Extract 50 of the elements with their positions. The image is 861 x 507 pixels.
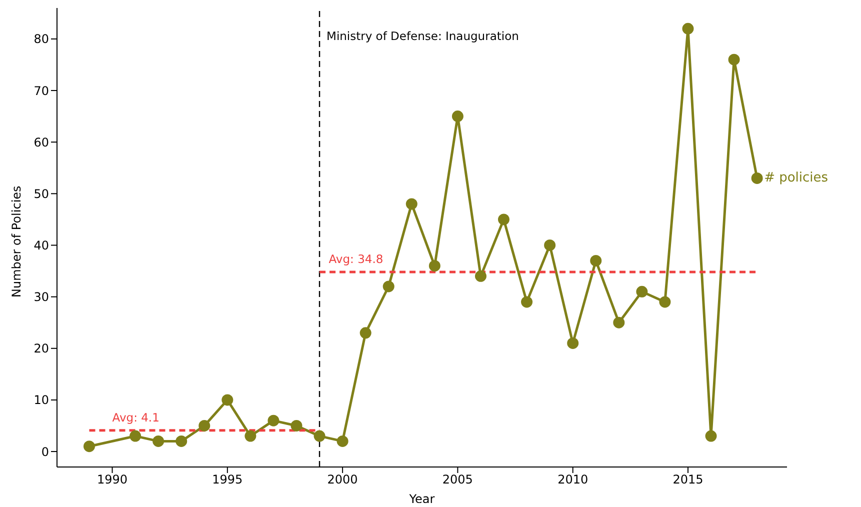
y-tick-label: 80 — [34, 32, 49, 46]
x-tick-label: 2015 — [672, 472, 704, 487]
point — [222, 394, 234, 406]
point — [83, 440, 95, 452]
point — [521, 296, 533, 308]
x-axis-title: Year — [408, 492, 435, 506]
y-tick-label: 50 — [34, 186, 49, 201]
y-axis-title: Number of Policies — [9, 186, 24, 298]
y-tick-label: 60 — [34, 135, 49, 150]
point — [244, 430, 256, 442]
x-tick-label: 1995 — [212, 472, 243, 487]
y-tick-label: 10 — [34, 393, 49, 408]
point — [659, 296, 671, 308]
point — [590, 254, 602, 266]
y-tick-label: 30 — [34, 290, 49, 304]
series-label: # policies — [764, 170, 828, 186]
point — [176, 435, 188, 447]
point — [406, 198, 418, 210]
point — [474, 270, 486, 282]
x-tick-label: 2000 — [327, 472, 358, 487]
point — [567, 337, 579, 349]
point — [130, 430, 142, 442]
point — [268, 414, 280, 426]
x-tick-label: 2010 — [558, 472, 588, 487]
point — [452, 110, 464, 122]
x-tick-label: 2005 — [442, 472, 473, 487]
y-tick-label: 70 — [34, 84, 49, 98]
point — [428, 260, 440, 272]
point — [682, 22, 694, 34]
x-tick-label: 1990 — [96, 472, 128, 487]
point — [152, 435, 164, 447]
point — [751, 172, 763, 184]
point — [290, 420, 302, 432]
point — [544, 239, 556, 251]
point — [613, 316, 625, 328]
point — [360, 327, 372, 339]
annotation: Avg: 4.1 — [112, 410, 160, 424]
point — [705, 430, 717, 442]
point — [636, 286, 648, 298]
y-tick-label: 0 — [41, 444, 49, 459]
annotation: Avg: 34.8 — [328, 252, 384, 266]
point — [728, 54, 740, 66]
point — [198, 420, 210, 432]
y-tick-label: 40 — [34, 238, 49, 252]
point — [498, 214, 510, 226]
point — [314, 430, 326, 442]
y-tick-label: 20 — [34, 342, 49, 356]
point — [382, 280, 394, 292]
point — [336, 435, 348, 447]
ref-line-label: Ministry of Defense: Inauguration — [326, 29, 519, 43]
